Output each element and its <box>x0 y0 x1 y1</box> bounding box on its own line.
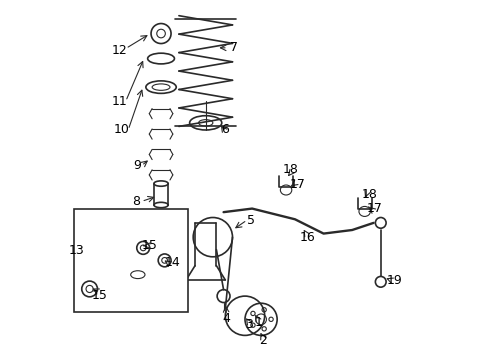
Text: 15: 15 <box>92 288 107 302</box>
Text: 18: 18 <box>362 188 377 201</box>
Bar <box>74 208 188 312</box>
Text: 9: 9 <box>133 159 141 172</box>
Text: 5: 5 <box>247 213 255 226</box>
Text: 10: 10 <box>114 123 130 136</box>
Text: 18: 18 <box>283 163 299 176</box>
Text: 17: 17 <box>367 202 383 215</box>
Text: 16: 16 <box>300 231 316 244</box>
Text: 2: 2 <box>259 334 267 347</box>
Text: 3: 3 <box>245 318 252 331</box>
Text: 6: 6 <box>221 123 229 136</box>
Text: 17: 17 <box>290 178 305 191</box>
Text: 13: 13 <box>69 244 84 257</box>
Text: 1: 1 <box>254 316 262 329</box>
Text: 19: 19 <box>387 274 402 287</box>
Text: 11: 11 <box>111 95 127 108</box>
Text: 7: 7 <box>230 41 238 54</box>
Text: 12: 12 <box>111 44 127 57</box>
Text: 8: 8 <box>132 195 140 208</box>
Text: 4: 4 <box>222 312 230 325</box>
Text: 14: 14 <box>165 256 181 269</box>
Text: 15: 15 <box>141 239 157 252</box>
